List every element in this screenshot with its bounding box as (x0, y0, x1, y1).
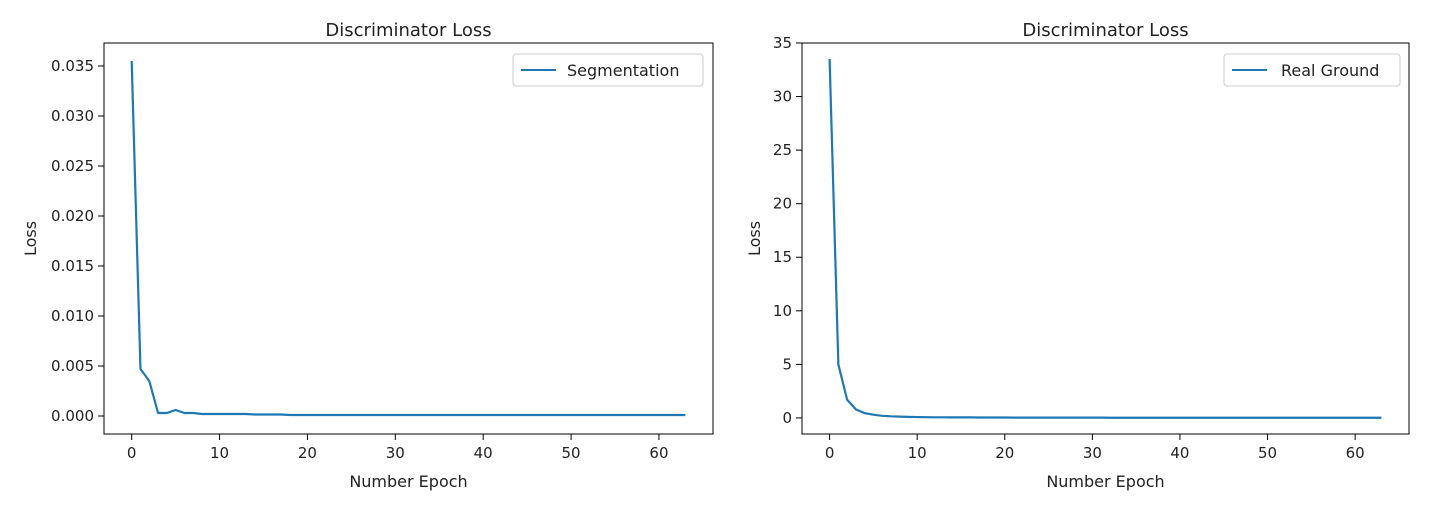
segmentation-loss-chart: Discriminator Loss Number Epoch Loss 0 10… (21, 20, 714, 491)
y-tick-label: 0.020 (51, 207, 94, 225)
chart-title: Discriminator Loss (1022, 20, 1188, 41)
x-tick-label: 10 (210, 444, 229, 462)
x-tick-label: 30 (386, 444, 405, 462)
x-tick-label: 60 (649, 444, 668, 462)
y-tick-label: 30 (773, 88, 792, 106)
x-tick-label: 0 (825, 444, 835, 462)
y-tick-label: 0 (782, 409, 792, 427)
x-tick-label: 10 (908, 444, 927, 462)
x-tick-label: 40 (474, 444, 493, 462)
legend-label: Real Ground (1281, 61, 1379, 80)
series-layer (130, 60, 686, 417)
legend-box (1223, 53, 1401, 87)
y-axis-label: Loss (745, 221, 764, 256)
legend-label: Segmentation (567, 61, 679, 80)
x-tick-label: 30 (1083, 444, 1102, 462)
y-tick-label: 0.010 (51, 307, 94, 325)
y-tick-label: 20 (773, 195, 792, 213)
y-tick-label: 15 (773, 248, 792, 266)
y-tick-label: 10 (773, 302, 792, 320)
x-tick-label: 50 (1258, 444, 1277, 462)
y-tick-label: 25 (773, 141, 792, 159)
chart-title: Discriminator Loss (325, 20, 491, 41)
x-axis-label: Number Epoch (1046, 472, 1164, 491)
x-axis-label: Number Epoch (349, 472, 467, 491)
axis-ticks: 0 10 20 30 40 50 60 0.000 0.005 0.010 0.015 0.020 0.… (51, 57, 668, 462)
plot-frame (801, 42, 1410, 435)
legend-box (512, 53, 704, 87)
y-tick-label: 0.030 (51, 107, 94, 125)
legend: Real Ground (1223, 53, 1401, 87)
legend: Segmentation (512, 53, 704, 87)
real-ground-loss-chart: Discriminator Loss Number Epoch Loss 0 10… (745, 20, 1410, 491)
x-tick-label: 20 (995, 444, 1014, 462)
y-tick-label: 0.005 (51, 357, 94, 375)
y-tick-label: 0.015 (51, 257, 94, 275)
y-tick-label: 0.000 (51, 407, 94, 425)
y-tick-label: 35 (773, 34, 792, 52)
plot-frame (103, 42, 714, 435)
x-tick-label: 50 (562, 444, 581, 462)
x-tick-label: 20 (298, 444, 317, 462)
y-axis-label: Loss (21, 221, 40, 256)
series-line (828, 59, 1382, 419)
axis-ticks: 0 10 20 30 40 50 60 0 5 10 15 20 25 30 35 (773, 34, 1365, 462)
x-tick-label: 60 (1346, 444, 1365, 462)
x-tick-label: 0 (127, 444, 137, 462)
x-tick-label: 40 (1170, 444, 1189, 462)
series-line (130, 60, 686, 417)
y-tick-label: 0.025 (51, 157, 94, 175)
y-tick-label: 0.035 (51, 57, 94, 75)
y-tick-label: 5 (782, 355, 792, 373)
series-layer (828, 59, 1382, 419)
